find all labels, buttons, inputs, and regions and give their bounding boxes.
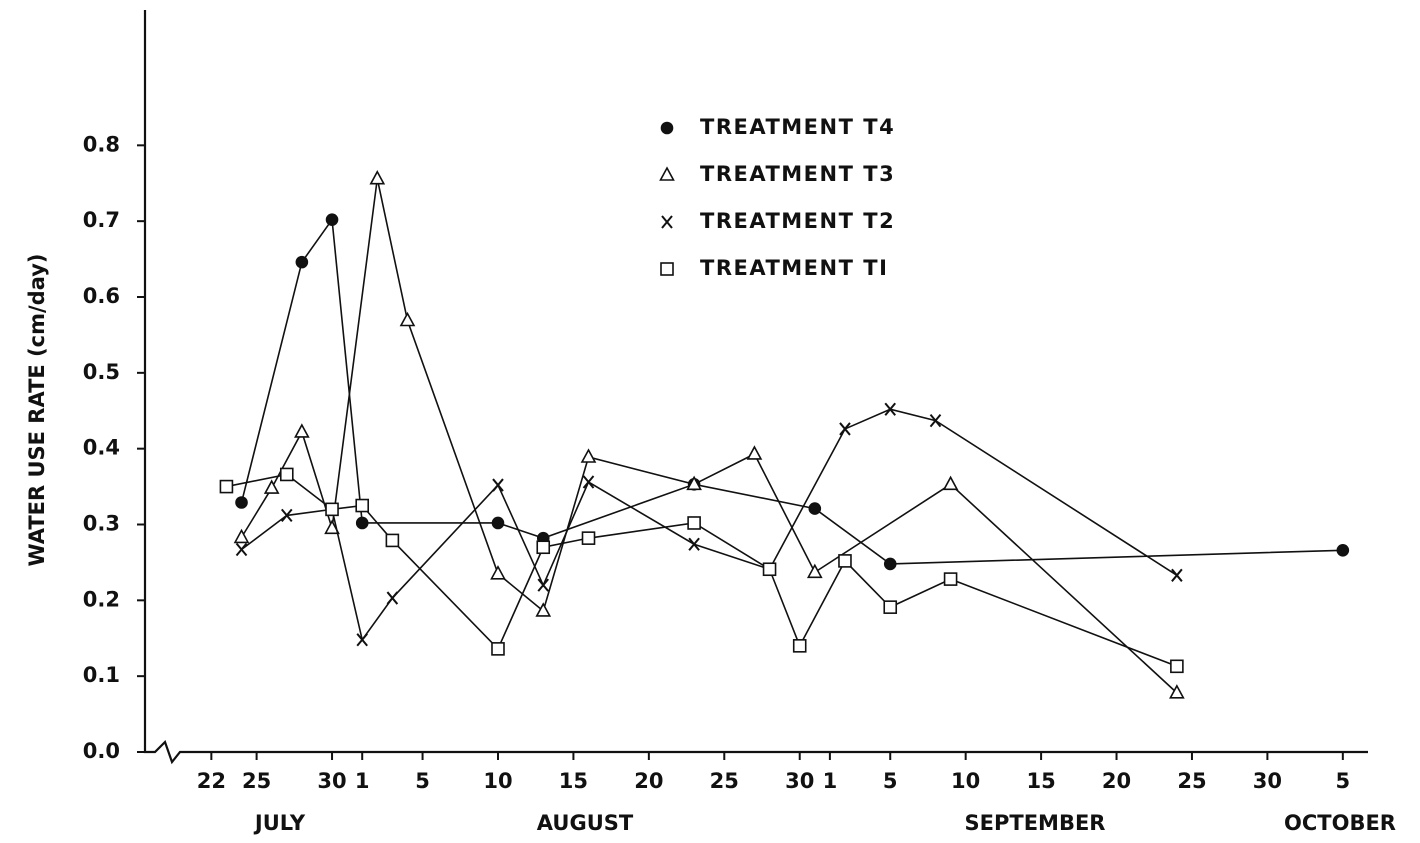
y-tick-label: 0.6 — [83, 284, 120, 308]
marker — [491, 642, 505, 656]
x-tick-label: 25 — [710, 769, 739, 793]
y-tick-label: 0.4 — [83, 436, 120, 460]
x-tick-label: 30 — [1253, 769, 1282, 793]
marker — [233, 528, 250, 544]
x-tick-label: 30 — [317, 769, 346, 793]
x-tick-label: 5 — [883, 769, 898, 793]
marker — [1171, 568, 1183, 582]
marker — [399, 311, 416, 327]
marker — [687, 516, 701, 530]
marker — [491, 516, 505, 530]
y-tick-label: 0.2 — [83, 587, 120, 611]
marker — [1336, 543, 1350, 557]
marker — [580, 448, 597, 463]
x-tick-label: 5 — [415, 769, 430, 793]
month-label: JULY — [253, 811, 306, 835]
marker — [295, 255, 309, 269]
x-tick-label: 10 — [483, 769, 512, 793]
marker — [355, 498, 370, 513]
x-tick-label: 1 — [823, 769, 838, 793]
marker — [263, 479, 280, 494]
legend-label: TREATMENT T3 — [700, 162, 895, 186]
marker — [1169, 684, 1185, 699]
marker — [294, 423, 310, 438]
marker — [219, 479, 234, 494]
marker — [235, 542, 248, 557]
x-tick-label: 30 — [785, 769, 814, 793]
x-tick-label: 25 — [242, 769, 271, 793]
x-tick-label: 5 — [1336, 769, 1351, 793]
x-tick-label: 22 — [197, 769, 226, 793]
marker — [762, 562, 777, 577]
marker — [537, 578, 550, 592]
marker — [324, 519, 340, 535]
marker — [883, 600, 898, 614]
month-label: OCTOBER — [1284, 811, 1396, 835]
series-line — [240, 217, 1343, 565]
marker — [490, 565, 506, 580]
x-tick-label: 25 — [1177, 769, 1206, 793]
marker — [281, 508, 293, 523]
y-tick-label: 0.8 — [83, 132, 120, 156]
marker — [746, 445, 763, 460]
marker — [943, 572, 958, 586]
y-tick-label: 0.5 — [83, 360, 120, 384]
marker — [929, 413, 942, 428]
legend-marker — [660, 262, 674, 276]
marker — [369, 170, 386, 185]
x-tick-label: 1 — [355, 769, 370, 793]
legend-label: TREATMENT T2 — [700, 209, 895, 233]
marker — [535, 602, 552, 617]
y-axis-label: WATER USE RATE (cm/day) — [25, 253, 49, 566]
legend-label: TREATMENT T4 — [700, 115, 895, 139]
marker — [356, 633, 368, 647]
legend-marker — [661, 215, 673, 229]
y-tick-label: 0.0 — [83, 739, 120, 763]
y-tick-label: 0.3 — [83, 512, 120, 536]
marker — [942, 475, 959, 491]
month-label: AUGUST — [537, 811, 634, 835]
legend-marker — [659, 166, 675, 181]
month-label: SEPTEMBER — [965, 811, 1106, 835]
series-line — [241, 408, 1178, 642]
marker — [235, 496, 248, 509]
marker — [385, 533, 400, 548]
marker — [355, 516, 369, 530]
marker — [325, 213, 339, 226]
marker — [325, 502, 339, 517]
marker — [792, 639, 807, 653]
marker — [688, 537, 700, 551]
legend-label: TREATMENT TI — [700, 256, 888, 280]
x-tick-label: 10 — [951, 769, 980, 793]
x-tick-label: 20 — [1102, 769, 1131, 793]
legend-marker — [660, 121, 674, 135]
marker — [686, 475, 702, 491]
marker — [838, 554, 852, 568]
marker — [536, 540, 551, 555]
marker — [1170, 659, 1184, 674]
marker — [492, 478, 504, 492]
x-tick-label: 15 — [559, 769, 588, 793]
series-line — [240, 178, 1178, 694]
marker — [884, 402, 897, 416]
y-tick-label: 0.7 — [83, 208, 120, 232]
x-tick-label: 20 — [634, 769, 663, 793]
marker — [839, 422, 851, 436]
marker — [883, 557, 897, 571]
marker — [581, 531, 596, 545]
marker — [808, 502, 822, 515]
marker — [279, 467, 294, 482]
marker — [582, 475, 595, 489]
marker — [386, 591, 399, 605]
x-tick-label: 15 — [1026, 769, 1055, 793]
marker — [806, 563, 823, 579]
y-tick-label: 0.1 — [83, 663, 120, 687]
